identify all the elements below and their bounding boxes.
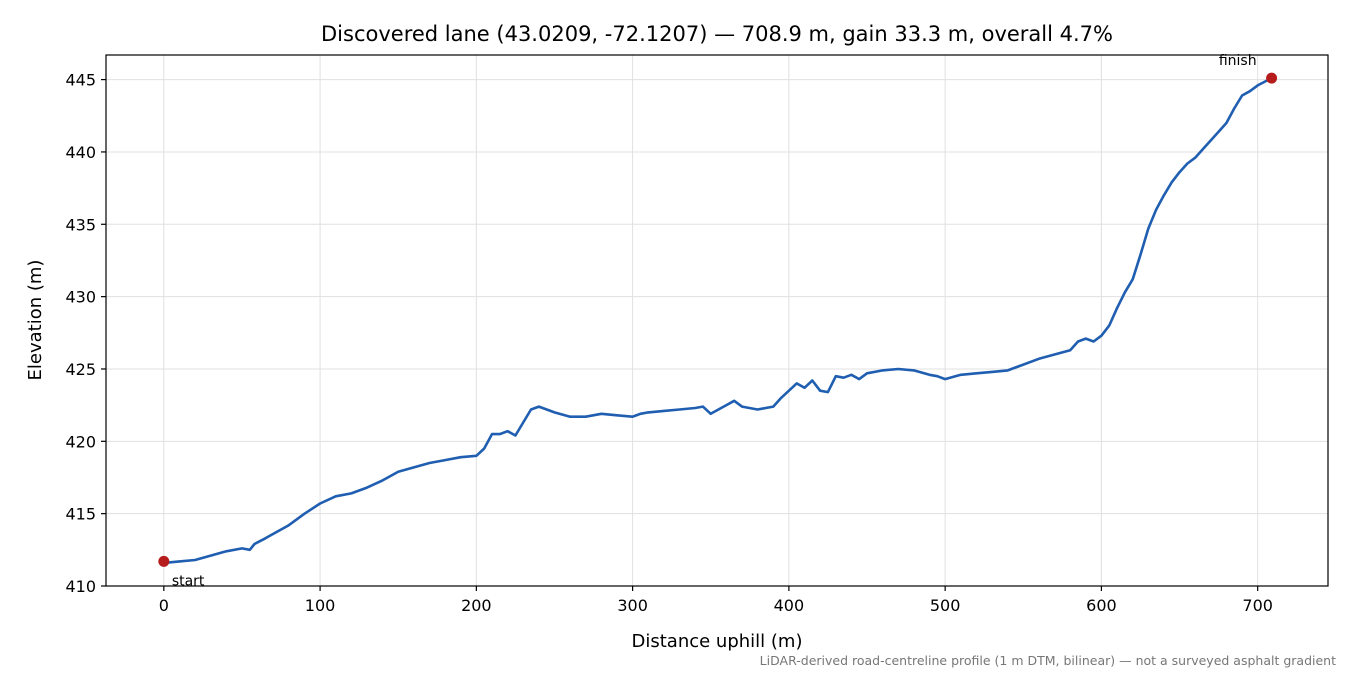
x-tick-label: 600 [1086,596,1117,615]
footnote: LiDAR-derived road-centreline profile (1… [760,653,1336,668]
plot-area: start finish [158,53,1278,589]
x-tick-label: 300 [617,596,648,615]
y-tick-label: 430 [65,288,96,307]
y-tick-label: 435 [65,215,96,234]
y-tick-label: 445 [65,71,96,90]
x-tick-label: 100 [305,596,336,615]
finish-marker [1266,72,1278,84]
plot-frame [105,54,1329,587]
x-tick-label: 400 [774,596,805,615]
grid [106,55,1328,587]
chart-title: Discovered lane (43.0209, -72.1207) — 70… [321,22,1113,46]
start-label: start [172,573,205,589]
x-axis-label: Distance uphill (m) [632,631,803,652]
y-tick-label: 420 [65,432,96,451]
axes: 0 100 200 300 400 500 600 700 410 415 420 425 430 435… [65,71,1273,615]
x-tick-label: 500 [930,596,961,615]
x-tick-label: 200 [461,596,492,615]
y-tick-label: 440 [65,143,96,162]
start-marker [158,555,170,567]
y-axis-label: Elevation (m) [25,260,46,381]
y-tick-label: 415 [65,505,96,524]
elevation-line [162,76,1273,565]
x-tick-label: 700 [1242,596,1273,615]
y-tick-label: 425 [65,360,96,379]
y-tick-label: 410 [65,577,96,596]
finish-label: finish [1219,53,1257,69]
x-tick-label: 0 [159,596,169,615]
